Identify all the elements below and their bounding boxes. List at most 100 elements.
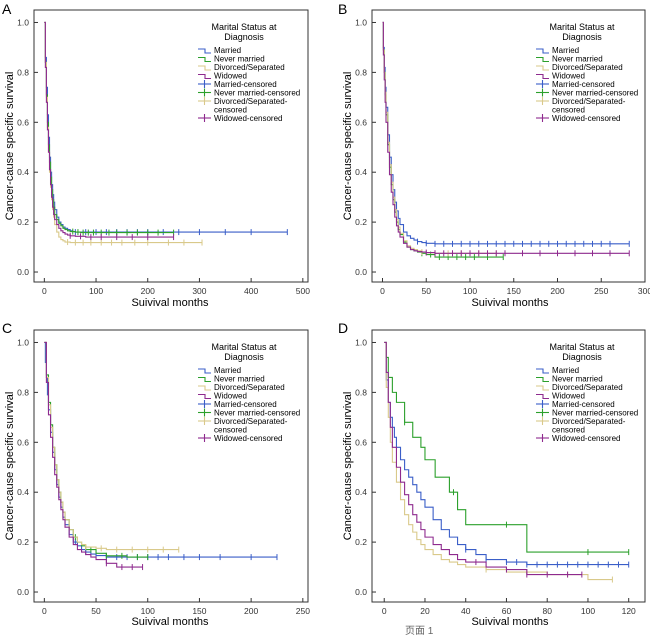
- legend-label: Never married: [214, 375, 265, 384]
- legend-item: Married-censored: [198, 400, 277, 409]
- legend-item: Married: [536, 366, 579, 375]
- x-axis-label: Suivival months: [471, 616, 549, 628]
- series-widowed: [44, 341, 144, 571]
- x-tick-label: 50: [422, 286, 432, 296]
- legend-item: Widowed-censored: [536, 114, 620, 123]
- legend-swatch: [198, 73, 211, 80]
- legend-swatch: [198, 56, 211, 63]
- panel-label: B: [338, 1, 347, 17]
- y-axis-label: Cancer-cause specific survival: [342, 392, 354, 541]
- series-line: [44, 21, 174, 238]
- legend-label: Married-censored: [552, 80, 615, 89]
- series-line: [384, 341, 629, 553]
- page-footer: 页面 1: [405, 625, 434, 635]
- y-tick-label: 0.8: [355, 67, 367, 77]
- legend-label: Divorced/Separated: [214, 63, 285, 72]
- legend-label: Never married: [214, 55, 265, 64]
- legend-swatch: [536, 368, 549, 374]
- legend-label: censored: [214, 106, 247, 115]
- legend-title: Diagnosis: [224, 352, 264, 362]
- x-tick-label: 400: [244, 286, 258, 296]
- x-tick-label: 200: [244, 606, 258, 616]
- legend-label: Divorced/Separated: [552, 63, 623, 72]
- legend-label: Divorced/Separated-: [214, 97, 288, 106]
- legend-item: Never married: [536, 375, 603, 384]
- legend-item: Married-censored: [198, 80, 277, 89]
- x-tick-label: 250: [296, 606, 310, 616]
- legend-swatch: [198, 376, 211, 383]
- legend-item: Divorced/Separated: [536, 63, 623, 72]
- plot-frame: [371, 9, 646, 283]
- x-axis-label: Suivival months: [471, 297, 549, 309]
- y-tick-label: 0.8: [355, 387, 367, 397]
- y-tick-label: 0.4: [355, 487, 367, 497]
- legend-label: censored: [552, 106, 585, 115]
- x-tick-label: 50: [91, 606, 101, 616]
- legend-item: Widowed-censored: [536, 434, 620, 443]
- y-tick-label: 0.2: [17, 537, 29, 547]
- legend-item: Never married-censored: [536, 408, 638, 418]
- legend-title: Marital Status at: [211, 22, 277, 32]
- chart-panel-c: C 0.0 0.2 0.4 0.6 0.8 1.0 0 50 100 150 200 250 Suiviv…: [2, 320, 310, 628]
- legend-item: Married: [198, 46, 241, 55]
- legend-swatch: [536, 393, 549, 400]
- series-line: [382, 21, 630, 245]
- legend-label: Divorced/Separated: [552, 383, 623, 392]
- chart-panel-a: A 0.0 0.2 0.4 0.6 0.8 1.0 0 100 200 300 400 500 Suivi…: [2, 1, 310, 309]
- legend-swatch: [536, 73, 549, 80]
- x-axis-label: Suivival months: [131, 616, 209, 628]
- legend-title: Marital Status at: [549, 22, 615, 32]
- y-tick-label: 0.8: [17, 387, 29, 397]
- legend-label: Widowed: [552, 72, 585, 81]
- x-tick-label: 100: [89, 286, 103, 296]
- y-tick-label: 1.0: [355, 17, 367, 27]
- y-tick-label: 0.2: [17, 217, 29, 227]
- panel-label: A: [2, 1, 12, 17]
- x-tick-label: 40: [461, 606, 471, 616]
- y-tick-label: 0.4: [17, 487, 29, 497]
- y-tick-label: 0.2: [355, 537, 367, 547]
- legend-item: Married: [536, 46, 579, 55]
- x-axis-label: Suivival months: [131, 297, 209, 309]
- chart-panel-b: B 0.0 0.2 0.4 0.6 0.8 1.0 0 50 100 150 200 250 300 Sui…: [338, 1, 650, 309]
- legend-swatch: [536, 56, 549, 63]
- legend-item: Divorced/Separated-censored: [198, 97, 288, 115]
- x-tick-label: 60: [502, 606, 512, 616]
- legend-label: Widowed: [214, 392, 247, 401]
- legend-item: Divorced/Separated: [198, 383, 285, 392]
- x-tick-label: 0: [42, 606, 47, 616]
- x-tick-label: 20: [420, 606, 430, 616]
- chart-panel-d: D 0.0 0.2 0.4 0.6 0.8 1.0 0 20 40 60 80 100 120 Suiviv…: [338, 320, 646, 628]
- legend-swatch: [198, 368, 211, 374]
- legend-item: Never married: [536, 55, 603, 64]
- legend-item: Never married-censored: [198, 88, 300, 98]
- legend-label: Married: [552, 366, 579, 375]
- legend-label: Divorced/Separated-: [552, 417, 626, 426]
- series-widowed: [384, 341, 583, 578]
- y-tick-label: 0.0: [355, 587, 367, 597]
- legend-swatch: [536, 385, 549, 391]
- legend-item: Married-censored: [536, 80, 615, 89]
- legend-item: Divorced/Separated-censored: [536, 97, 626, 115]
- legend-swatch: [198, 65, 211, 71]
- y-tick-label: 1.0: [17, 337, 29, 347]
- legend-item: Never married-censored: [536, 88, 638, 98]
- legend-label: Married-censored: [214, 400, 277, 409]
- y-tick-label: 1.0: [17, 17, 29, 27]
- legend-item: Divorced/Separated: [198, 63, 285, 72]
- series-line: [384, 341, 582, 576]
- legend-item: Married: [198, 366, 241, 375]
- legend-title: Marital Status at: [549, 342, 615, 352]
- legend-item: Widowed: [536, 72, 585, 81]
- legend-label: Widowed-censored: [552, 434, 620, 443]
- x-tick-label: 0: [382, 606, 387, 616]
- legend-label: Widowed-censored: [552, 114, 620, 123]
- legend-item: Widowed: [198, 72, 247, 81]
- legend-swatch: [198, 393, 211, 400]
- legend-label: Never married: [552, 375, 603, 384]
- y-tick-label: 0.4: [17, 167, 29, 177]
- legend-item: Divorced/Separated-censored: [198, 417, 288, 435]
- legend-title: Diagnosis: [224, 32, 264, 42]
